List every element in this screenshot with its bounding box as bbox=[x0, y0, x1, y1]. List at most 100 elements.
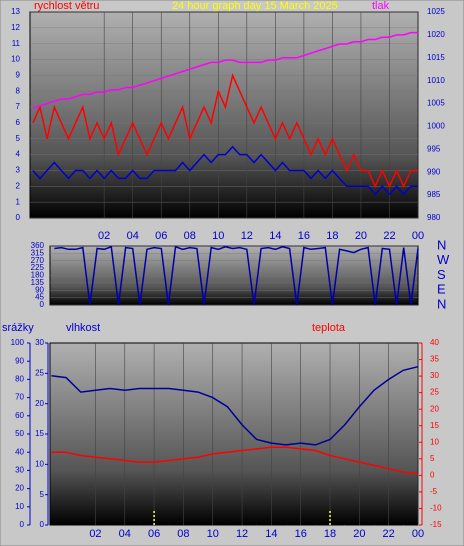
tick-label: E bbox=[437, 282, 446, 297]
tick-label: 15 bbox=[35, 429, 44, 438]
tick-label: -5 bbox=[430, 487, 438, 496]
tick-label: W bbox=[437, 252, 450, 267]
x-tick-label: 08 bbox=[184, 230, 196, 242]
tick-label: 995 bbox=[427, 144, 441, 153]
x-tick-label: 16 bbox=[295, 528, 307, 540]
tick-label: 315 bbox=[31, 248, 45, 257]
x-tick-label: 04 bbox=[119, 528, 131, 540]
tick-label: 20 bbox=[35, 399, 44, 408]
x-tick-label: 04 bbox=[127, 230, 139, 242]
tick-label: 7 bbox=[16, 102, 21, 111]
tick-label: 12 bbox=[11, 23, 20, 32]
tick-label: 1015 bbox=[427, 53, 445, 62]
tick-label: 0 bbox=[40, 520, 45, 529]
tick-label: 10 bbox=[15, 502, 24, 511]
x-tick-label: 18 bbox=[326, 230, 338, 242]
tick-label: 13 bbox=[11, 7, 20, 16]
x-tick-label: 12 bbox=[236, 528, 248, 540]
x-tick-label: 20 bbox=[353, 528, 365, 540]
tick-label: 25 bbox=[35, 368, 44, 377]
temperature-label: teplota bbox=[312, 322, 346, 334]
x-tick-label: 16 bbox=[298, 230, 310, 242]
y-label: rychlost větru bbox=[34, 0, 99, 12]
series-line bbox=[32, 73, 418, 189]
tick-label: 135 bbox=[31, 278, 45, 287]
tick-label: 1010 bbox=[427, 76, 445, 85]
tick-label: 11 bbox=[12, 39, 21, 48]
tick-label: 360 bbox=[31, 241, 45, 250]
tick-label: 30 bbox=[35, 338, 44, 347]
tick-label: 6 bbox=[16, 118, 21, 127]
x-tick-label: 14 bbox=[265, 528, 277, 540]
tick-label: N bbox=[437, 296, 446, 311]
tick-label: 10 bbox=[430, 437, 439, 446]
tick-label: N bbox=[437, 237, 446, 252]
tick-label: 100 bbox=[11, 338, 25, 347]
tick-label: S bbox=[437, 267, 446, 282]
tick-label: 270 bbox=[31, 256, 45, 265]
tick-label: 70 bbox=[15, 393, 24, 402]
tick-label: 1 bbox=[16, 197, 21, 206]
series-line bbox=[51, 446, 419, 475]
tick-label: 4 bbox=[16, 150, 21, 159]
tick-label: 35 bbox=[430, 355, 439, 364]
x-tick-label: 00 bbox=[412, 528, 424, 540]
x-tick-label: 12 bbox=[241, 230, 253, 242]
tick-label: 3 bbox=[16, 166, 21, 175]
x-tick-label: 10 bbox=[212, 230, 224, 242]
series-line bbox=[54, 245, 419, 306]
tick-label: 20 bbox=[15, 484, 24, 493]
x-tick-label: 22 bbox=[383, 528, 395, 540]
tick-label: 40 bbox=[15, 447, 24, 456]
x-tick-label: 00 bbox=[412, 230, 424, 242]
tick-label: -10 bbox=[430, 504, 442, 513]
humidity-label: vlhkost bbox=[66, 322, 100, 334]
tick-label: 9 bbox=[16, 70, 21, 79]
tick-label: 5 bbox=[430, 454, 435, 463]
tick-label: 1000 bbox=[427, 122, 445, 131]
plot-area bbox=[49, 342, 419, 526]
tick-label: 1025 bbox=[427, 7, 445, 16]
tick-label: 30 bbox=[15, 466, 24, 475]
tick-label: 30 bbox=[430, 371, 439, 380]
tick-label: 8 bbox=[16, 86, 21, 95]
x-tick-label: 02 bbox=[89, 528, 101, 540]
tick-label: 2 bbox=[16, 181, 21, 190]
tick-label: 0 bbox=[16, 213, 21, 222]
tick-label: 80 bbox=[15, 375, 24, 384]
tick-label: 1020 bbox=[427, 30, 445, 39]
tick-label: 25 bbox=[430, 388, 439, 397]
y2-label: tlak bbox=[372, 0, 390, 12]
tick-label: 10 bbox=[11, 55, 20, 64]
tick-label: 40 bbox=[430, 338, 439, 347]
tick-label: 5 bbox=[16, 134, 21, 143]
series-line bbox=[51, 365, 419, 446]
tick-label: 20 bbox=[430, 404, 439, 413]
series-line bbox=[32, 145, 418, 196]
plot-area bbox=[29, 11, 419, 219]
x-tick-label: 18 bbox=[324, 528, 336, 540]
tick-label: 50 bbox=[15, 429, 24, 438]
tick-label: 980 bbox=[427, 213, 441, 222]
tick-label: 0 bbox=[40, 300, 45, 309]
x-tick-label: 02 bbox=[98, 230, 110, 242]
tick-label: 180 bbox=[31, 271, 45, 280]
x-tick-label: 06 bbox=[148, 528, 160, 540]
x-tick-label: 10 bbox=[207, 528, 219, 540]
tick-label: 5 bbox=[40, 490, 45, 499]
tick-label: -15 bbox=[430, 520, 442, 529]
tick-label: 45 bbox=[35, 293, 44, 302]
tick-label: 90 bbox=[15, 356, 24, 365]
tick-label: 60 bbox=[15, 411, 24, 420]
rain-label: srážky bbox=[2, 322, 34, 334]
tick-label: 985 bbox=[427, 190, 441, 199]
tick-label: 0 bbox=[430, 470, 435, 479]
tick-label: 225 bbox=[31, 263, 45, 272]
series-line bbox=[32, 31, 418, 109]
tick-label: 0 bbox=[20, 520, 25, 529]
x-tick-label: 20 bbox=[355, 230, 367, 242]
x-tick-label: 22 bbox=[383, 230, 395, 242]
x-tick-label: 08 bbox=[177, 528, 189, 540]
tick-label: 10 bbox=[35, 459, 44, 468]
